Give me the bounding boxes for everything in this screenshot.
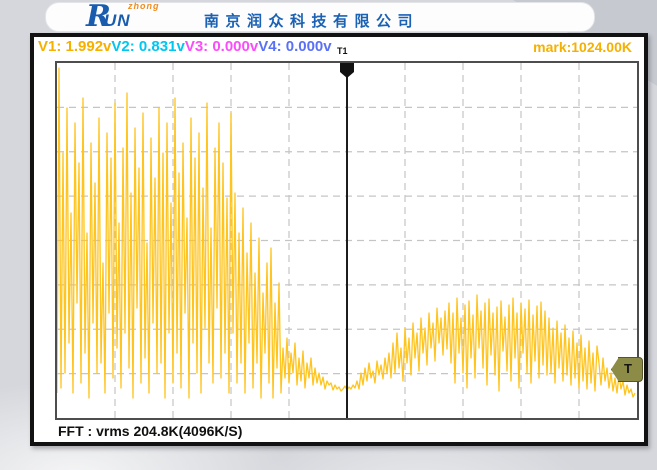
channel-v2-value: 0.831v — [138, 38, 185, 55]
channel-v4-readout: V4: 0.000v — [258, 38, 331, 55]
trigger-tag-label: T — [624, 361, 632, 376]
brand-logo-r: R — [86, 0, 111, 34]
brand-superscript: zhong — [128, 1, 160, 11]
mark-frequency-readout: mark:1024.00K — [533, 39, 632, 55]
channel-v4-label: V4: — [258, 38, 282, 55]
channel-v1-readout: V1: 1.992v — [38, 38, 111, 55]
channel-v2-readout: V2: 0.831v — [111, 38, 184, 55]
channel-readout-bar: V1: 1.992vV2: 0.831vV3: 0.000vV4: 0.000v — [38, 38, 332, 55]
fft-plot-area — [55, 61, 639, 420]
scope-screen: V1: 1.992vV2: 0.831vV3: 0.000vV4: 0.000v… — [34, 37, 644, 442]
channel-v3-value: 0.000v — [212, 38, 259, 55]
channel-v3-readout: V3: 0.000v — [185, 38, 258, 55]
fft-chart-svg — [57, 63, 637, 418]
channel-v1-label: V1: — [38, 38, 62, 55]
brand-logo: RUN zhong — [86, 0, 159, 34]
channel-v3-label: V3: — [184, 38, 209, 55]
channel-v1-value: 1.992v — [65, 38, 112, 55]
trigger-level-tag[interactable]: T — [611, 357, 643, 382]
channel-v2-label: V2: — [111, 38, 135, 55]
company-name: 南京润众科技有限公司 — [204, 13, 420, 30]
brand-logo-un: UN — [103, 11, 131, 30]
channel-v4-value: 0.000v — [285, 38, 332, 55]
cursor-t1-label: T1 — [337, 46, 348, 56]
t1-cursor-handle[interactable] — [340, 63, 354, 78]
scope-screen-frame: V1: 1.992vV2: 0.831vV3: 0.000vV4: 0.000v… — [30, 33, 648, 446]
header-strip: RUN zhong 南京润众科技有限公司 — [45, 0, 595, 34]
status-bar-text: FFT : vrms 204.8K(4096K/S) — [58, 423, 243, 439]
